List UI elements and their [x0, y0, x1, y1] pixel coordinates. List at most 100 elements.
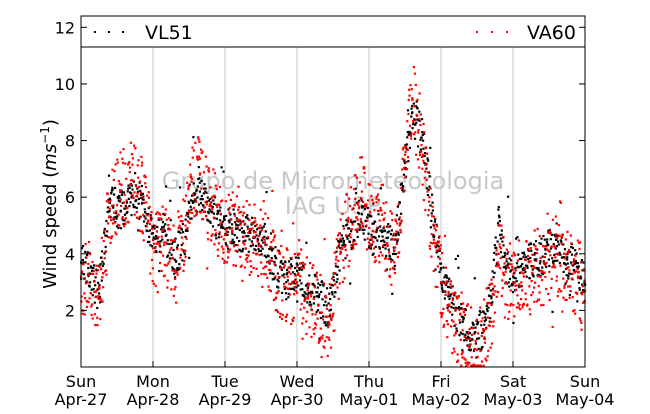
point-va60 [461, 351, 464, 354]
point-vl51 [172, 248, 175, 252]
point-vl51 [121, 201, 124, 204]
point-va60 [334, 283, 337, 286]
point-vl51 [384, 247, 387, 250]
point-va60 [108, 200, 111, 203]
point-va60 [114, 231, 117, 234]
point-vl51 [485, 304, 488, 308]
point-va60 [442, 307, 445, 310]
point-vl51 [435, 223, 438, 226]
point-va60 [406, 148, 409, 152]
point-va60 [162, 229, 165, 232]
point-va60 [518, 283, 521, 286]
point-va60 [489, 283, 492, 286]
point-va60 [391, 237, 394, 241]
point-va60 [301, 261, 305, 264]
point-va60 [440, 315, 443, 319]
point-va60 [501, 279, 504, 282]
point-va60-16 [242, 241, 245, 244]
point-vl51 [504, 254, 507, 257]
point-va60 [159, 213, 162, 216]
point-va60 [198, 157, 202, 160]
point-vl51 [567, 275, 570, 278]
point-vl51 [399, 212, 403, 215]
point-va60 [341, 212, 344, 215]
point-vl51 [342, 224, 345, 228]
point-va60 [317, 304, 320, 307]
point-vl51 [423, 161, 426, 165]
point-va60 [389, 268, 392, 271]
point-va60 [488, 324, 492, 327]
point-va60 [110, 204, 113, 207]
point-vl51 [247, 235, 250, 238]
point-vl51 [529, 256, 532, 259]
point-va60 [495, 295, 498, 298]
point-va60 [157, 235, 160, 239]
point-vl51 [504, 265, 507, 268]
point-va60 [91, 303, 94, 306]
y-tick-label-8: 8 [65, 132, 75, 151]
point-vl51 [448, 297, 451, 301]
point-vl51 [353, 220, 357, 223]
point-va60 [458, 318, 461, 322]
point-vl51-24 [328, 309, 331, 312]
point-vl51 [191, 201, 195, 204]
point-va60 [258, 244, 261, 247]
point-vl51 [93, 301, 96, 304]
point-vl51 [341, 244, 344, 247]
point-va60 [207, 167, 210, 170]
point-va60 [487, 349, 490, 352]
point-vl51 [260, 245, 263, 248]
point-vl51 [212, 212, 216, 215]
point-va60 [532, 264, 535, 268]
point-vl51 [161, 230, 164, 233]
point-va60 [446, 304, 449, 307]
point-va60 [142, 239, 145, 242]
point-vl51 [173, 272, 176, 275]
point-vl51 [540, 237, 543, 240]
point-vl51 [468, 336, 471, 339]
point-vl51-42 [490, 295, 493, 298]
point-vl51 [385, 268, 388, 271]
point-va60 [435, 249, 438, 252]
point-va60 [199, 211, 202, 214]
point-vl51 [216, 211, 220, 215]
point-va60 [472, 327, 475, 330]
point-vl51 [91, 294, 94, 297]
point-va60 [231, 191, 234, 194]
point-vl51 [105, 219, 108, 223]
point-va60 [484, 327, 488, 330]
point-vl51 [168, 257, 172, 260]
point-va60 [213, 243, 216, 246]
point-va60 [349, 186, 353, 189]
point-vl51 [491, 270, 494, 273]
point-va60 [227, 193, 230, 196]
point-vl51 [363, 228, 366, 231]
point-va60 [308, 326, 311, 329]
point-vl51 [309, 290, 312, 294]
point-va60 [220, 245, 224, 248]
point-vl51 [533, 253, 536, 256]
point-va60 [281, 299, 284, 302]
point-va60 [387, 225, 390, 228]
point-vl51 [313, 284, 316, 287]
point-vl51 [108, 197, 112, 200]
point-vl51 [297, 256, 300, 260]
point-va60 [428, 196, 431, 199]
point-va60 [424, 163, 428, 166]
point-vl51 [493, 244, 496, 247]
point-va60 [318, 339, 322, 342]
point-vl51 [336, 278, 339, 281]
point-vl51 [347, 234, 350, 237]
point-vl51 [492, 276, 495, 279]
point-va60 [229, 241, 232, 244]
point-va60 [454, 332, 457, 335]
point-vl51 [544, 248, 547, 251]
point-va60 [95, 264, 98, 267]
point-vl51 [358, 228, 361, 231]
point-vl51 [379, 229, 382, 232]
point-va60 [293, 286, 296, 289]
point-va60 [194, 141, 197, 144]
point-vl51 [392, 246, 395, 249]
point-vl51 [259, 230, 262, 233]
point-vl51 [446, 306, 449, 310]
